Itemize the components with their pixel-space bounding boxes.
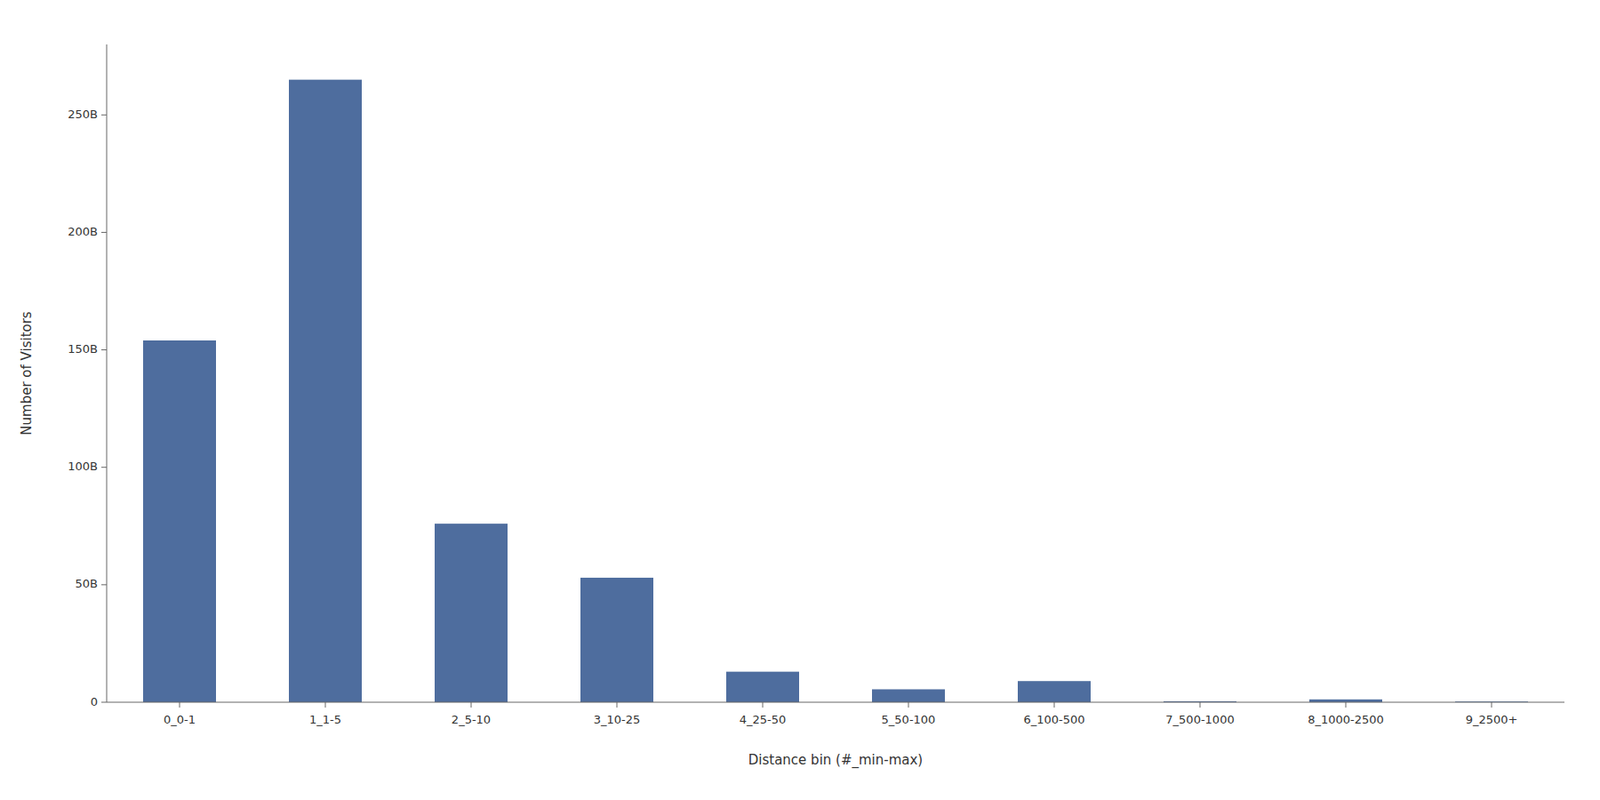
x-tick-label: 4_25-50	[739, 712, 787, 727]
y-tick-label: 200B	[67, 224, 98, 239]
x-tick-label: 2_5-10	[451, 712, 491, 727]
x-tick-label: 1_1-5	[309, 712, 342, 727]
x-tick	[616, 702, 618, 708]
bar	[288, 80, 362, 703]
x-tick	[762, 702, 764, 708]
chart-container: 0 50B 100B 150B 200B 250B 0_0-1 1_1-5 2_5-10 3_10…	[0, 0, 1600, 800]
x-tick-label: 7_500-1000	[1165, 712, 1234, 727]
x-tick	[1054, 702, 1056, 708]
y-axis: 0 50B 100B 150B 200B 250B	[67, 107, 107, 709]
x-tick	[1200, 702, 1201, 708]
x-tick-label: 9_2500+	[1465, 712, 1519, 727]
y-tick	[101, 702, 107, 704]
y-axis-line	[106, 44, 108, 703]
x-tick-label: 3_10-25	[593, 712, 641, 727]
chart-svg: 0 50B 100B 150B 200B 250B 0_0-1 1_1-5 2_5-10 3_10…	[0, 0, 1600, 800]
y-tick	[101, 466, 107, 468]
x-tick	[1345, 702, 1347, 708]
y-tick	[101, 232, 107, 233]
y-tick	[101, 584, 107, 585]
bars	[143, 80, 1528, 703]
x-tick-label: 6_100-500	[1023, 712, 1085, 727]
x-tick	[908, 702, 910, 708]
x-axis-label: Distance bin (#_min-max)	[748, 752, 923, 769]
x-tick	[179, 702, 181, 708]
bar	[1017, 680, 1091, 703]
y-axis-label: Number of Visitors	[18, 311, 35, 436]
bar	[580, 577, 654, 703]
x-tick	[1491, 702, 1493, 708]
y-tick	[101, 114, 107, 116]
bar	[726, 672, 800, 703]
y-tick-label: 150B	[67, 342, 98, 356]
y-tick-label: 250B	[67, 107, 98, 121]
x-tick	[325, 702, 327, 708]
x-axis: 0_0-1 1_1-5 2_5-10 3_10-25 4_25-50 5_50-100 6_…	[163, 702, 1518, 727]
x-tick-label: 0_0-1	[163, 712, 196, 727]
bar	[872, 688, 945, 703]
x-tick-label: 5_50-100	[881, 712, 936, 727]
x-tick-label: 8_1000-2500	[1307, 712, 1384, 727]
bar	[143, 340, 216, 703]
x-tick	[471, 702, 472, 708]
y-tick-label: 0	[90, 695, 98, 709]
y-tick-label: 50B	[75, 576, 98, 591]
bar	[434, 523, 508, 703]
y-tick	[101, 349, 107, 351]
y-tick-label: 100B	[67, 459, 98, 473]
